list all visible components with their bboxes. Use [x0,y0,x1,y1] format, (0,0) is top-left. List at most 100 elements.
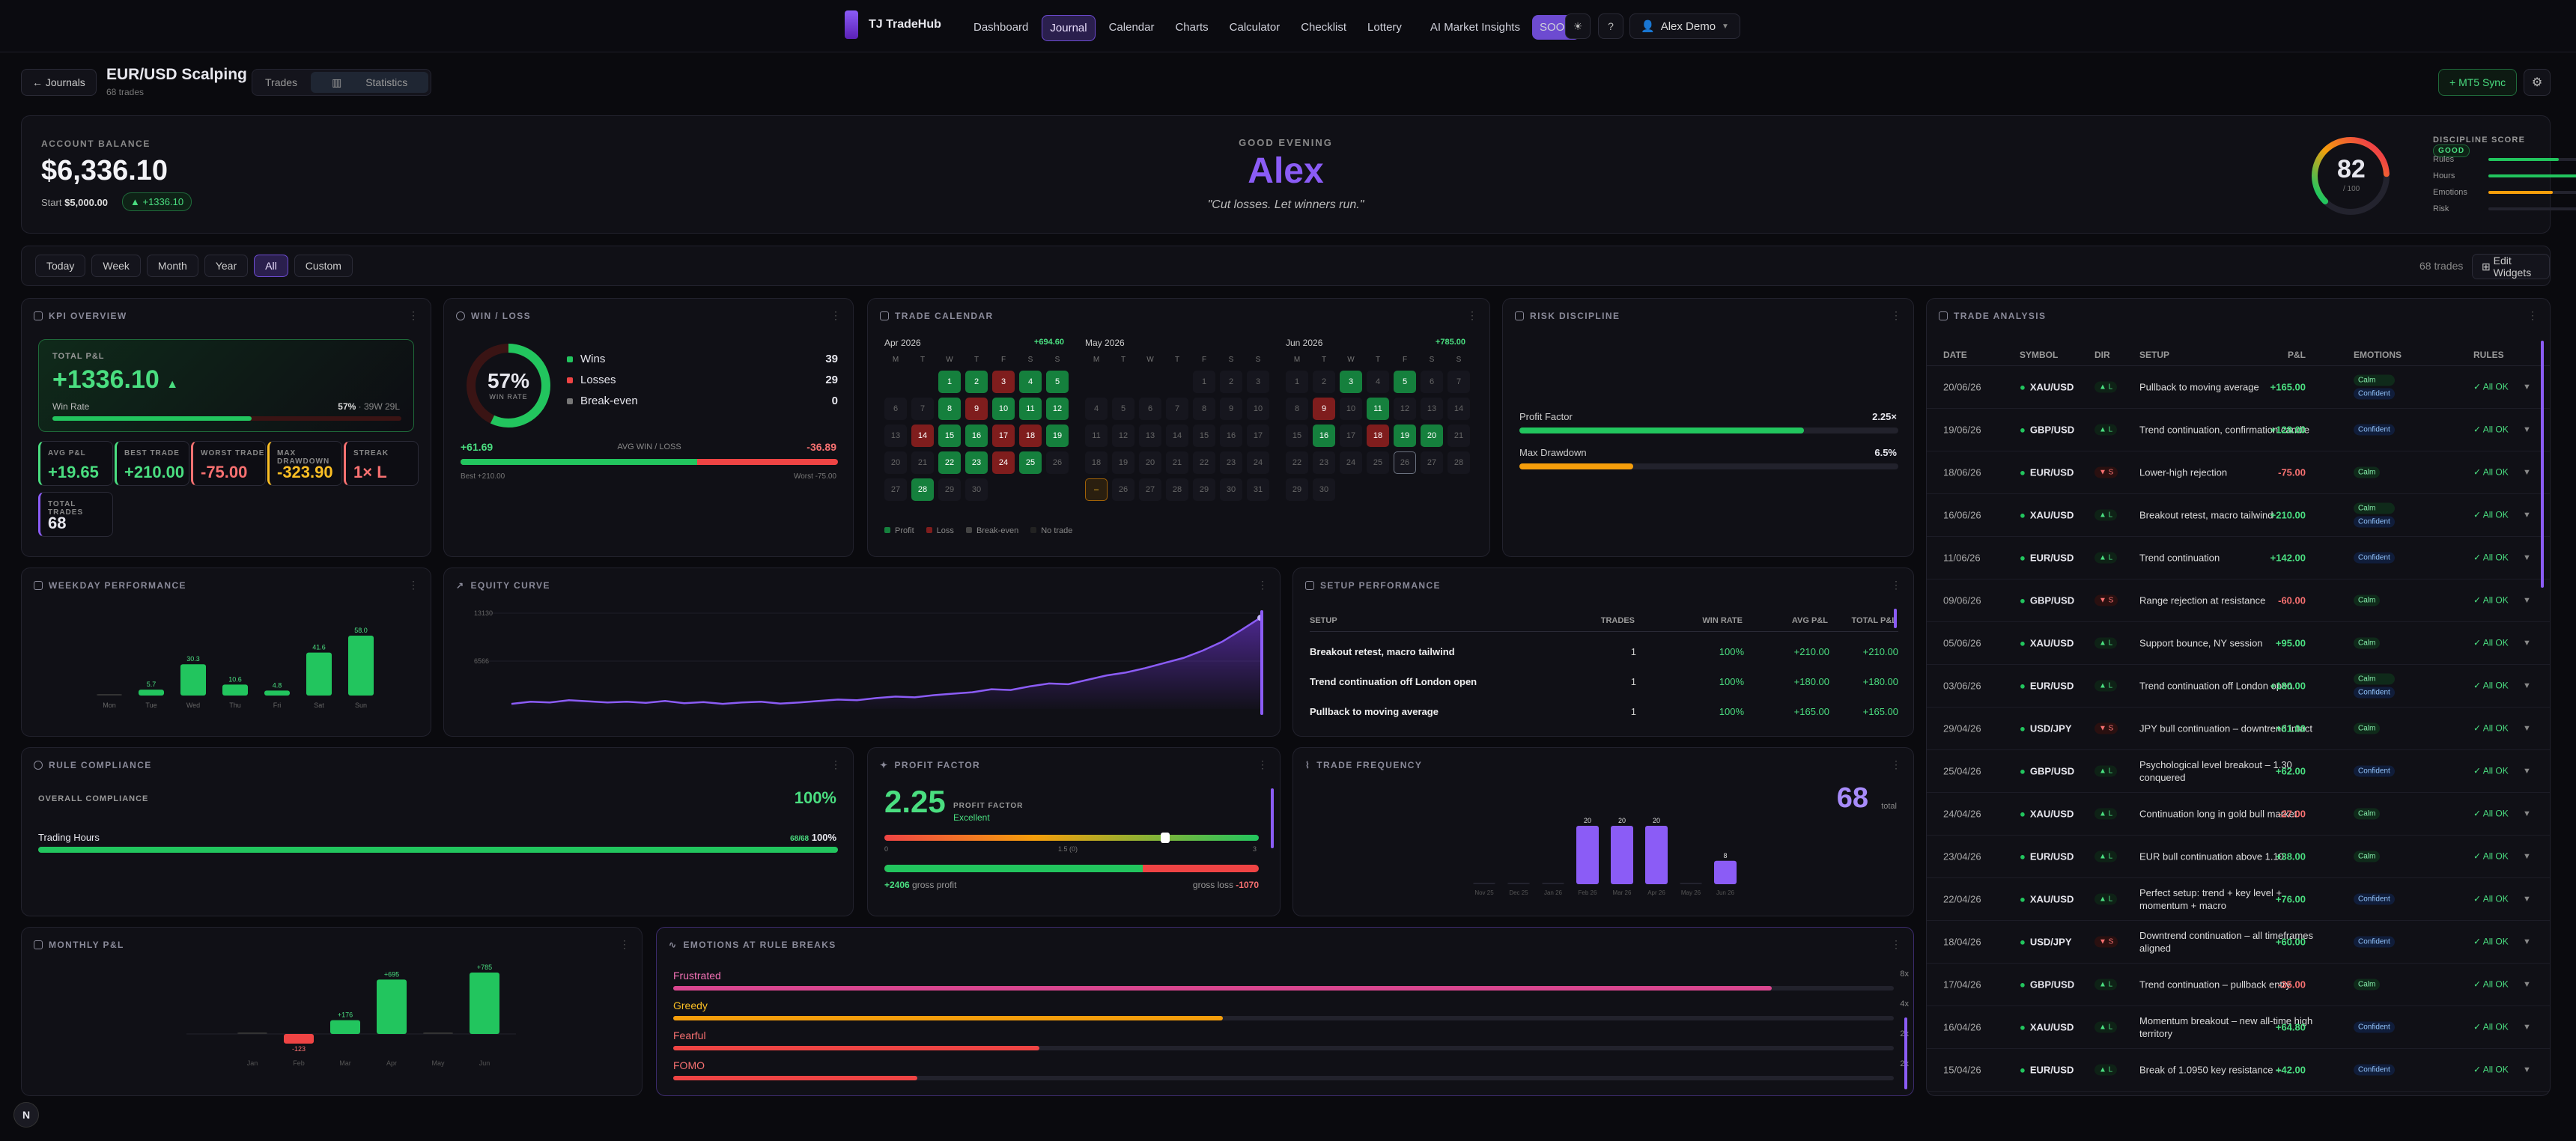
calendar-day[interactable]: 6 [1421,371,1443,393]
calendar-day[interactable]: 12 [1394,398,1416,420]
chevron-down-icon[interactable]: ▼ [2523,852,2531,861]
calendar-day[interactable]: 22 [938,451,961,474]
table-row[interactable]: 29/04/26 ● USD/JPY ▼ S JPY bull continuation… [1927,708,2550,750]
chevron-down-icon[interactable]: ▼ [2523,980,2531,989]
chevron-down-icon[interactable]: ▼ [2523,767,2531,776]
calendar-day[interactable]: 21 [1166,451,1188,474]
calendar-day[interactable]: 29 [1193,478,1215,501]
calendar-day[interactable]: 1 [1286,371,1308,393]
table-row[interactable]: 23/04/26 ● EUR/USD ▲ L EUR bull continuation… [1927,836,2550,878]
filter-week[interactable]: Week [91,255,141,277]
calendar-day[interactable]: 8 [1286,398,1308,420]
calendar-day[interactable]: 8 [1193,398,1215,420]
bar[interactable] [237,1032,267,1034]
calendar-day[interactable]: 9 [1220,398,1242,420]
nav-journal[interactable]: Journal [1042,15,1096,41]
chevron-down-icon[interactable]: ▼ [2523,1065,2531,1074]
scrollbar-thumb[interactable] [2541,341,2544,588]
calendar-day[interactable]: 4 [1019,371,1042,393]
calendar-day[interactable]: 9 [1313,398,1335,420]
calendar-day[interactable]: 14 [911,425,934,447]
more-icon[interactable]: ⋮ [1891,579,1901,591]
calendar-day[interactable]: 13 [1139,425,1161,447]
settings-button[interactable]: ⚙ [2524,69,2551,96]
calendar-day[interactable]: – [1085,478,1108,501]
calendar-day[interactable]: 2 [965,371,988,393]
table-row[interactable]: 18/04/26 ● USD/JPY ▼ S Downtrend continuatio… [1927,921,2550,964]
calendar-day[interactable]: 27 [1139,478,1161,501]
help-button[interactable]: ? [1598,13,1623,39]
table-row[interactable]: 16/04/26 ● XAU/USD ▲ L Momentum breakout – n… [1927,1006,2550,1049]
calendar-day[interactable]: 16 [965,425,988,447]
calendar-day[interactable]: 17 [1340,425,1362,447]
calendar-day[interactable]: 20 [1139,451,1161,474]
calendar-day[interactable]: 26 [1112,478,1134,501]
bar[interactable] [1611,826,1633,884]
calendar-day[interactable]: 20 [1421,425,1443,447]
calendar-day[interactable]: 19 [1112,451,1134,474]
calendar-day[interactable]: 2 [1220,371,1242,393]
filter-month[interactable]: Month [146,255,198,277]
calendar-day[interactable]: 4 [1085,398,1108,420]
calendar-day[interactable]: 10 [1247,398,1269,420]
column-header[interactable]: EMOTIONS [2354,350,2402,360]
tab-statistics[interactable]: ▥ Statistics [311,72,429,93]
bar[interactable] [284,1034,314,1044]
calendar-day[interactable]: 5 [1394,371,1416,393]
bar[interactable] [330,1020,360,1034]
more-icon[interactable]: ⋮ [408,309,419,321]
bar[interactable] [348,636,374,696]
calendar-day[interactable]: 18 [1367,425,1389,447]
table-row[interactable]: 25/04/26 ● GBP/USD ▲ L Psychological level b… [1927,750,2550,793]
nav-calendar[interactable]: Calendar [1108,21,1155,34]
calendar-day[interactable]: 9 [965,398,988,420]
table-row[interactable]: 20/06/26 ● XAU/USD ▲ L Pullback to moving av… [1927,366,2550,409]
tab-trades[interactable]: Trades [265,76,298,88]
chevron-down-icon[interactable]: ▼ [2523,937,2531,946]
chevron-down-icon[interactable]: ▼ [2523,1023,2531,1032]
calendar-day[interactable]: 22 [1193,451,1215,474]
bar[interactable] [1714,860,1737,884]
scrollbar-thumb[interactable] [1894,609,1897,628]
calendar-day[interactable]: 15 [1193,425,1215,447]
calendar-day[interactable]: 23 [1313,451,1335,474]
calendar-day[interactable]: 4 [1367,371,1389,393]
bar[interactable] [1680,883,1702,884]
brand[interactable]: TJ TradeHub [845,10,941,39]
bar[interactable] [377,979,407,1034]
back-to-journals-button[interactable]: ← Journals [21,69,97,96]
table-row[interactable]: 16/06/26 ● XAU/USD ▲ L Breakout retest, macr… [1927,494,2550,537]
more-icon[interactable]: ⋮ [1257,579,1268,591]
table-row[interactable]: 11/06/26 ● EUR/USD ▲ L Trend continuation +14… [1927,537,2550,579]
calendar-day[interactable]: 23 [1220,451,1242,474]
table-row[interactable]: Pullback to moving average 1 100% +165.00 +1… [1293,706,1915,728]
table-row[interactable]: 17/04/26 ● GBP/USD ▲ L Trend continuation – … [1927,964,2550,1006]
calendar-day[interactable]: 5 [1046,371,1069,393]
calendar-day[interactable]: 3 [1247,371,1269,393]
calendar-day[interactable]: 26 [1046,451,1069,474]
calendar-day[interactable]: 3 [1340,371,1362,393]
chevron-down-icon[interactable]: ▼ [2523,553,2531,562]
calendar-day[interactable]: 30 [1220,478,1242,501]
edit-widgets-button[interactable]: ⊞ Edit Widgets [2472,254,2550,279]
calendar-day[interactable]: 28 [911,478,934,501]
filter-today[interactable]: Today [35,255,86,277]
calendar-day[interactable]: 28 [1448,451,1470,474]
calendar-day[interactable]: 29 [1286,478,1308,501]
calendar-day[interactable]: 7 [1448,371,1470,393]
chevron-down-icon[interactable]: ▼ [2523,383,2531,392]
table-row[interactable]: 09/06/26 ● GBP/USD ▼ S Range rejection at re… [1927,579,2550,622]
bar[interactable] [1473,883,1495,884]
calendar-day[interactable]: 19 [1394,425,1416,447]
table-row[interactable]: 19/06/26 ● GBP/USD ▲ L Trend continuation, c… [1927,409,2550,451]
filter-all[interactable]: All [254,255,288,277]
nav-dashboard[interactable]: Dashboard [973,21,1029,34]
calendar-day[interactable]: 30 [1313,478,1335,501]
column-header[interactable]: SETUP [2139,350,2170,360]
calendar-day[interactable]: 22 [1286,451,1308,474]
calendar-day[interactable]: 2 [1313,371,1335,393]
more-icon[interactable]: ⋮ [1891,938,1901,950]
more-icon[interactable]: ⋮ [1891,309,1901,321]
calendar-day[interactable]: 3 [992,371,1015,393]
scrollbar-thumb[interactable] [1260,610,1263,715]
